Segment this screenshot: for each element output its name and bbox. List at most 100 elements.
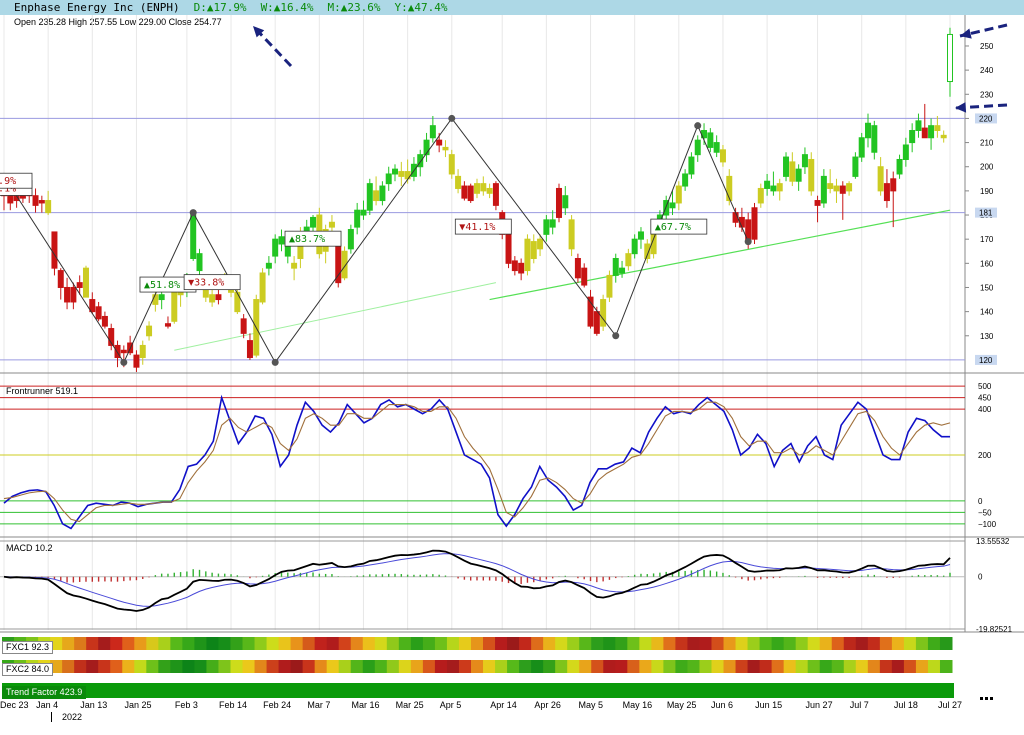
fxc2-cell: [567, 660, 580, 673]
candle-body: [385, 173, 392, 185]
fxc2-cell: [795, 660, 809, 673]
candle-body: [215, 294, 222, 301]
fxc1-cell: [855, 637, 869, 650]
candle-body: [171, 291, 178, 322]
fxc2-cell: [891, 660, 905, 673]
candle-body: [240, 318, 247, 334]
fxc1-cell: [699, 637, 712, 650]
frontrunner-level-label: −100: [978, 520, 997, 529]
candle-body: [474, 183, 480, 194]
fxc2-cell: [507, 660, 520, 673]
swing-point: [189, 209, 197, 217]
fxc1-cell: [410, 637, 424, 650]
trend-factor-label: Trend Factor 423.9: [2, 686, 87, 699]
fxc2-cell: [134, 660, 147, 673]
candle-body: [947, 33, 953, 83]
fxc2-cell: [807, 660, 821, 673]
candle-body: [139, 344, 146, 359]
candle-body: [600, 299, 607, 327]
candle-body: [455, 175, 462, 189]
candle-body: [688, 156, 695, 175]
fxc2-cell: [86, 660, 99, 673]
candle-body: [209, 294, 216, 303]
frontrunner-line: [3, 401, 951, 523]
monthly-change: M:▲23.6%: [327, 1, 381, 14]
x-tick-label: Feb 24: [263, 700, 292, 710]
x-axis: Dec 23 Jan 4 Jan 13 Jan 25 Feb 3 Feb 14 Feb 24…: [0, 700, 1024, 735]
candle-body: [146, 325, 153, 337]
fxc2-cell: [218, 660, 231, 673]
fxc1-cell: [206, 637, 219, 650]
fxc2-cell: [446, 660, 460, 673]
fxc1-cell: [675, 637, 688, 650]
swing-point: [448, 114, 456, 122]
trend-factor-bar: [2, 683, 954, 698]
swing-point: [744, 238, 752, 246]
candle-body: [291, 262, 298, 269]
candle-body: [57, 270, 64, 288]
fxc2-cell: [939, 660, 953, 673]
stock-chart[interactable]: 1301401501601701801902002102202302402502…: [0, 0, 1024, 700]
candle-body: [713, 142, 720, 153]
fxc2-cell: [711, 660, 725, 673]
candle-body: [820, 175, 827, 204]
fxc2-cell: [603, 660, 616, 673]
candle-body: [505, 231, 512, 264]
fxc1-cell: [591, 637, 604, 650]
fxc2-cell: [350, 660, 364, 673]
candle-body: [70, 286, 77, 303]
price-tick-label: 140: [980, 308, 994, 317]
daily-change: D:▲17.9%: [193, 1, 247, 14]
candle-body: [549, 219, 556, 228]
fxc1-cell: [543, 637, 556, 650]
candle-body: [637, 231, 644, 240]
fxc1-cell: [687, 637, 700, 650]
fxc1-cell: [86, 637, 99, 650]
fxc2-cell: [254, 660, 268, 673]
candle-body: [612, 257, 619, 276]
candle-body: [890, 178, 897, 192]
candle-body: [675, 185, 682, 204]
candle-body: [461, 185, 468, 199]
fxc1-cell: [146, 637, 159, 650]
fxc2-cell: [699, 660, 712, 673]
candle-body: [902, 144, 909, 160]
x-tick-label: Jan 4: [36, 700, 59, 710]
candle-body: [38, 200, 45, 204]
candle-body: [574, 257, 581, 279]
candle-body: [877, 166, 884, 192]
price-level-label: 181: [979, 209, 993, 218]
fxc2-cell: [555, 660, 568, 673]
fxc1-cell: [795, 637, 809, 650]
fxc2-cell: [326, 660, 340, 673]
fxc1-cell: [62, 637, 75, 650]
candle-body: [76, 282, 83, 288]
x-tick-label: Jan 13: [80, 700, 108, 710]
swing-zigzag: [3, 117, 749, 364]
fxc1-cell: [446, 637, 460, 650]
candle-body: [707, 132, 714, 148]
fxc2-cell: [398, 660, 412, 673]
candle-body: [751, 207, 758, 240]
fxc1-cell: [362, 637, 376, 650]
fxc2-cell: [531, 660, 544, 673]
fxc2-cell: [771, 660, 785, 673]
fxc1-cell: [579, 637, 592, 650]
candle-body: [108, 328, 115, 346]
swing-point: [612, 332, 620, 340]
fxc1-cell: [519, 637, 532, 650]
fxc2-cell: [290, 660, 304, 673]
candle-body: [328, 221, 335, 228]
candle-body: [619, 267, 626, 274]
swing-label: ▼21.9%: [0, 176, 16, 187]
fxc2-cell: [735, 660, 749, 673]
candle-body: [518, 262, 525, 274]
fxc2-cell: [122, 660, 135, 673]
x-tick-label: Mar 25: [395, 700, 424, 710]
candle-body: [934, 125, 941, 132]
x-tick-label: Apr 5: [439, 700, 462, 710]
candle-body: [341, 250, 348, 279]
x-tick-label: Apr 26: [534, 700, 561, 710]
x-tick-label: May 25: [666, 700, 697, 710]
fxc2-cell: [266, 660, 280, 673]
